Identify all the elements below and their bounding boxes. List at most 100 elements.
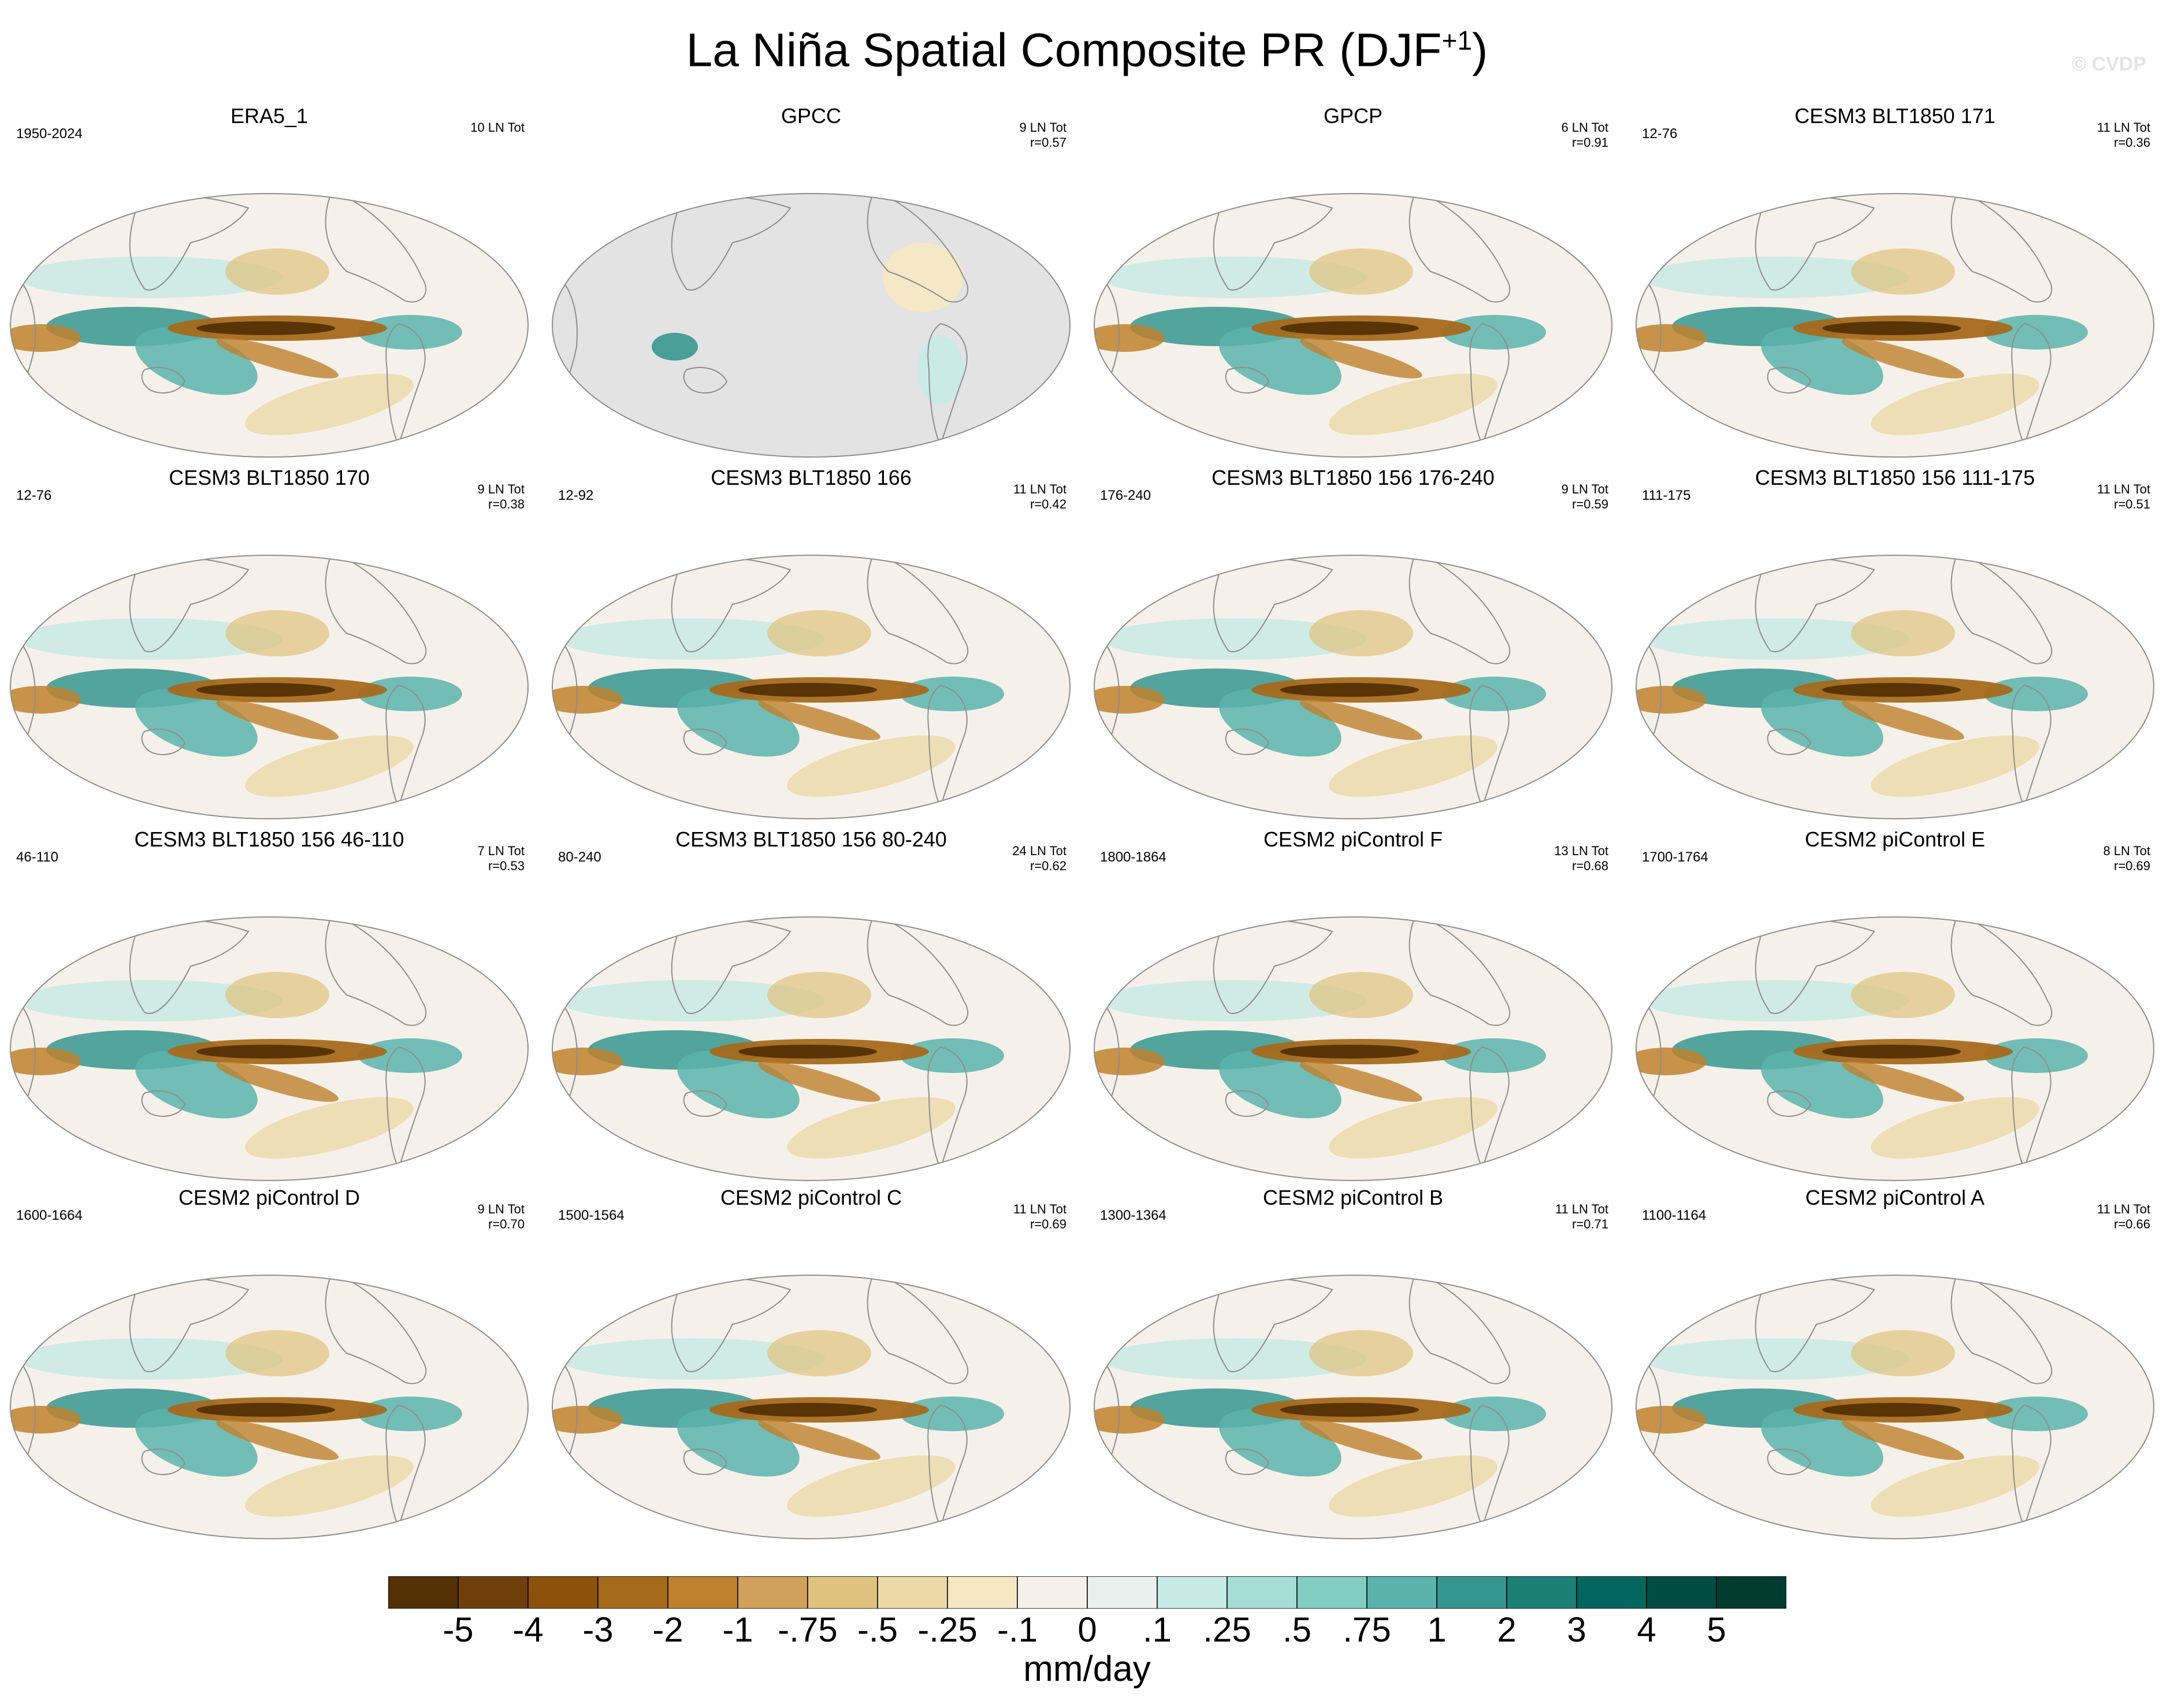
panel-stats: 11 LN Tot r=0.69 bbox=[1013, 1202, 1066, 1232]
panel-pattern-correlation: r=0.36 bbox=[2114, 135, 2150, 150]
map-panel: CESM2 piControl B 1300-1364 11 LN Tot r=0.7… bbox=[1090, 1186, 1616, 1544]
coastline bbox=[325, 917, 427, 1026]
robinson-map bbox=[1094, 1275, 1612, 1539]
dry-core bbox=[196, 1045, 335, 1059]
coastline bbox=[683, 1449, 728, 1475]
wet-band bbox=[1442, 315, 1546, 350]
panel-stats: 9 LN Tot r=0.59 bbox=[1561, 482, 1608, 512]
anomaly-band bbox=[1851, 610, 1955, 656]
panel-title: GPCC bbox=[781, 104, 841, 128]
panel-stats: 9 LN Tot r=0.70 bbox=[477, 1202, 525, 1232]
wet-band bbox=[1442, 1397, 1546, 1431]
dry-core bbox=[1280, 321, 1419, 335]
dry-band bbox=[552, 686, 623, 714]
map-border bbox=[1094, 1275, 1612, 1539]
coastline bbox=[867, 555, 969, 664]
coastline bbox=[1225, 729, 1270, 755]
panel-years: 1700-1764 bbox=[1642, 849, 1708, 865]
coastline bbox=[325, 555, 427, 664]
panel-stats: 8 LN Tot r=0.69 bbox=[2103, 844, 2150, 874]
dry-core bbox=[1280, 683, 1419, 697]
anomaly-band bbox=[1329, 373, 1497, 436]
colorbar-tick-label: 1 bbox=[1427, 1610, 1447, 1649]
colorbar-tick-label: .75 bbox=[1343, 1610, 1391, 1649]
panel-years: 12-92 bbox=[558, 488, 594, 503]
anomaly-band bbox=[1871, 735, 2039, 797]
dry-band bbox=[1636, 686, 1707, 714]
panel-pattern-correlation: r=0.71 bbox=[1572, 1217, 1608, 1231]
wet-band bbox=[1984, 1397, 2088, 1431]
panel-stats: 11 LN Tot r=0.71 bbox=[1555, 1202, 1608, 1232]
map-border bbox=[552, 1275, 1071, 1539]
map-panel: CESM2 piControl A 1100-1164 11 LN Tot r=0.6… bbox=[1632, 1186, 2158, 1544]
anomaly-band bbox=[559, 980, 825, 1022]
dry-band bbox=[10, 324, 81, 352]
panel-stats: 6 LN Tot r=0.91 bbox=[1561, 120, 1608, 150]
dry-core bbox=[738, 1403, 877, 1417]
colorbar-swatch bbox=[947, 1576, 1018, 1609]
dry-band bbox=[10, 1406, 81, 1434]
dry-band bbox=[216, 1061, 339, 1102]
anomaly-band bbox=[1851, 972, 1955, 1018]
coastline bbox=[1950, 194, 2053, 303]
map-border bbox=[1636, 916, 2154, 1181]
panel-stats: 9 LN Tot r=0.38 bbox=[477, 482, 525, 512]
panel-years: 12-76 bbox=[16, 488, 52, 503]
panel-pattern-correlation: r=0.69 bbox=[1030, 1217, 1066, 1231]
land-anomaly bbox=[883, 243, 964, 312]
anomaly-band bbox=[17, 618, 283, 660]
map-panel: CESM3 BLT1850 156 46-110 46-110 7 LN Tot r=… bbox=[6, 827, 533, 1186]
colorbar-swatch bbox=[1087, 1576, 1158, 1609]
coastline bbox=[1767, 1090, 1812, 1117]
wet-band bbox=[358, 315, 462, 350]
dry-core bbox=[1822, 1045, 1961, 1059]
anomaly-band bbox=[787, 1097, 956, 1159]
colorbar-swatch bbox=[1296, 1576, 1367, 1609]
robinson-map bbox=[1094, 193, 1612, 458]
colorbar-tick-label: 2 bbox=[1497, 1610, 1517, 1649]
colorbar-swatch bbox=[1716, 1576, 1786, 1609]
wet-band bbox=[1442, 1038, 1546, 1073]
wet-band bbox=[1984, 1038, 2088, 1073]
colorbar-swatch bbox=[807, 1576, 878, 1609]
colorbar bbox=[388, 1576, 1786, 1609]
robinson-map bbox=[10, 555, 529, 819]
anomaly-band bbox=[1871, 1097, 2039, 1159]
panel-stats: 24 LN Tot r=0.62 bbox=[1012, 844, 1066, 874]
dry-core bbox=[196, 683, 335, 697]
wet-band bbox=[1984, 677, 2088, 711]
robinson-map bbox=[552, 193, 1071, 458]
coastline bbox=[141, 1090, 186, 1117]
anomaly-band bbox=[1309, 248, 1413, 295]
dry-core bbox=[738, 1045, 877, 1059]
anomaly-band bbox=[787, 735, 956, 797]
coastline bbox=[1767, 367, 1812, 393]
panel-event-count: 11 LN Tot bbox=[1555, 1202, 1608, 1216]
anomaly-band bbox=[245, 1097, 414, 1159]
map-border bbox=[1636, 193, 2154, 458]
coastline bbox=[1225, 1090, 1270, 1117]
panel-years: 111-175 bbox=[1642, 488, 1691, 503]
coastline bbox=[683, 729, 728, 755]
coastline bbox=[867, 194, 969, 303]
anomaly-band bbox=[767, 972, 871, 1018]
panel-pattern-correlation: r=0.59 bbox=[1572, 497, 1608, 511]
anomaly-band bbox=[1851, 248, 1955, 295]
anomaly-band bbox=[1101, 1338, 1367, 1380]
panel-stats: 9 LN Tot r=0.57 bbox=[1019, 120, 1066, 150]
coastline bbox=[683, 1090, 728, 1117]
dry-band bbox=[758, 700, 880, 740]
panel-event-count: 11 LN Tot bbox=[1013, 482, 1066, 496]
colorbar-tick-label: -1 bbox=[722, 1610, 753, 1649]
panel-title: GPCP bbox=[1323, 104, 1383, 128]
map-panel: CESM3 BLT1850 171 12-76 11 LN Tot r=0.36 bbox=[1632, 104, 2158, 462]
dry-band bbox=[758, 1420, 880, 1460]
colorbar-swatch bbox=[527, 1576, 599, 1609]
colorbar-tick-label: 4 bbox=[1637, 1610, 1656, 1649]
coastline bbox=[141, 367, 186, 393]
wet-band bbox=[900, 1397, 1004, 1431]
map-panel: CESM3 BLT1850 156 111-175 111-175 11 LN To… bbox=[1632, 466, 2158, 824]
map-panel: CESM3 BLT1850 156 176-240 176-240 9 LN Tot… bbox=[1090, 466, 1616, 824]
anomaly-band bbox=[559, 1338, 825, 1380]
anomaly-band bbox=[1329, 1097, 1497, 1159]
